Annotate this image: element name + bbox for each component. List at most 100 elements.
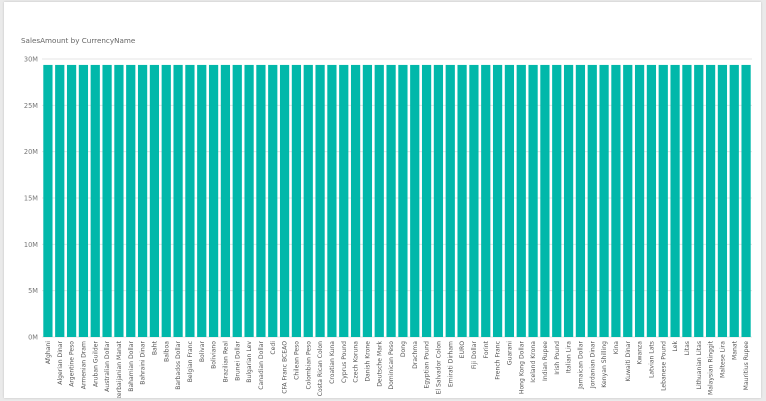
bar[interactable] <box>433 64 444 337</box>
x-category-label: Forint <box>483 340 490 358</box>
bar[interactable] <box>220 64 231 337</box>
bar[interactable] <box>504 64 515 337</box>
bar[interactable] <box>516 64 526 337</box>
x-category-label: Boliviano <box>211 341 218 369</box>
y-tick-label: 15M <box>24 195 38 203</box>
x-category-label: Iceland Krona <box>530 341 537 383</box>
bar[interactable] <box>658 64 668 337</box>
bar[interactable] <box>374 64 384 337</box>
bar[interactable] <box>339 64 349 337</box>
x-category-label: Croatian Kuna <box>329 341 336 384</box>
x-category-label: Czech Koruna <box>353 341 360 383</box>
bar[interactable] <box>197 64 207 337</box>
x-category-label: Kwanza <box>637 341 644 365</box>
bar[interactable] <box>268 64 278 337</box>
bar[interactable] <box>646 64 657 337</box>
bar[interactable] <box>66 64 77 337</box>
x-category-label: Egyptian Pound <box>424 341 431 389</box>
x-category-label: Jamaican Dollar <box>577 341 584 390</box>
x-category-label: Deutsche Mark <box>376 341 383 387</box>
x-category-label: French Franc <box>495 341 502 380</box>
y-tick-label: 20M <box>24 148 38 156</box>
bar[interactable] <box>670 64 680 337</box>
bar[interactable] <box>149 64 160 337</box>
x-category-label: Dong <box>400 341 407 357</box>
x-category-label: Italian Lira <box>566 341 573 373</box>
bar[interactable] <box>481 64 491 337</box>
x-category-label: Indian Rupee <box>542 341 549 381</box>
x-category-label: Canadian Dollar <box>258 341 265 390</box>
bar[interactable] <box>540 64 550 337</box>
y-tick-label: 30M <box>24 56 38 64</box>
bar[interactable] <box>457 64 467 337</box>
x-category-label: Guarani <box>506 341 513 365</box>
report-visual-container[interactable]: SalesAmount by CurrencyName 0M 5M 10M 15M 20… <box>4 2 761 398</box>
bar[interactable] <box>173 64 183 337</box>
bar[interactable] <box>623 64 633 337</box>
bar[interactable] <box>611 64 621 337</box>
x-category-label: Dominican Peso <box>388 341 395 390</box>
x-category-label: Brazilian Real <box>222 341 229 383</box>
bar[interactable] <box>552 64 562 337</box>
bar[interactable] <box>279 64 290 337</box>
bar[interactable] <box>114 64 124 337</box>
bar[interactable] <box>185 64 195 337</box>
x-category-label: Irish Pound <box>554 341 561 375</box>
x-category-label: Cyprus Pound <box>341 341 348 383</box>
bar[interactable] <box>327 64 337 337</box>
bar[interactable] <box>291 64 302 337</box>
bar[interactable] <box>362 64 373 337</box>
bar[interactable] <box>729 64 739 337</box>
x-category-label: Costa Rican Colon <box>317 341 324 396</box>
y-tick-label: 10M <box>24 241 38 249</box>
bar[interactable] <box>137 64 148 337</box>
bar[interactable] <box>694 64 704 337</box>
x-category-label: Hong Kong Dollar <box>518 341 525 395</box>
bar[interactable] <box>55 64 65 337</box>
x-category-label: Kina <box>613 341 620 355</box>
bar[interactable] <box>421 64 432 337</box>
bar[interactable] <box>315 64 325 337</box>
y-tick-label: 5M <box>28 287 38 295</box>
bar[interactable] <box>208 64 219 337</box>
bar[interactable] <box>350 64 361 337</box>
bar[interactable] <box>528 64 538 337</box>
bar[interactable] <box>682 64 692 337</box>
bar[interactable] <box>126 64 136 337</box>
bar[interactable] <box>717 64 728 337</box>
bar-chart[interactable]: 0M 5M 10M 15M 20M 25M 30M Afghani Algerian Dinar… <box>4 2 761 398</box>
bar[interactable] <box>705 64 716 337</box>
bar[interactable] <box>244 64 254 337</box>
bar[interactable] <box>102 64 112 337</box>
bar[interactable] <box>445 64 455 337</box>
bar[interactable] <box>256 64 266 337</box>
x-category-label: Kuwaiti Dinar <box>625 341 632 382</box>
bar[interactable] <box>90 64 100 337</box>
x-category-label: Azerbaijanian Manat <box>116 340 123 398</box>
bar[interactable] <box>161 64 171 337</box>
bar[interactable] <box>398 64 408 337</box>
bar[interactable] <box>634 64 645 337</box>
bar[interactable] <box>492 64 503 337</box>
bar[interactable] <box>741 64 751 337</box>
x-category-label: Manat <box>731 340 738 360</box>
bar[interactable] <box>232 64 242 337</box>
x-category-label: Mauritius Rupee <box>743 341 750 391</box>
bar[interactable] <box>563 64 574 337</box>
bar[interactable] <box>575 64 586 337</box>
x-category-label: Algerian Dinar <box>57 341 64 385</box>
bar[interactable] <box>599 64 609 337</box>
x-category-label: Bolivar <box>199 341 206 363</box>
bar[interactable] <box>78 64 89 337</box>
x-category-label: Lithuanian Litas <box>696 341 703 389</box>
x-category-label: Afghani <box>45 341 52 364</box>
bar[interactable] <box>410 64 420 337</box>
bar[interactable] <box>303 64 313 337</box>
bar[interactable] <box>43 64 53 337</box>
x-category-label: Cedi <box>270 341 277 355</box>
x-category-label: Kenyan Shilling <box>601 341 608 388</box>
bar[interactable] <box>587 64 597 337</box>
x-category-label: Australian Dollar <box>104 341 111 392</box>
bar[interactable] <box>386 64 396 337</box>
bar[interactable] <box>469 64 479 337</box>
